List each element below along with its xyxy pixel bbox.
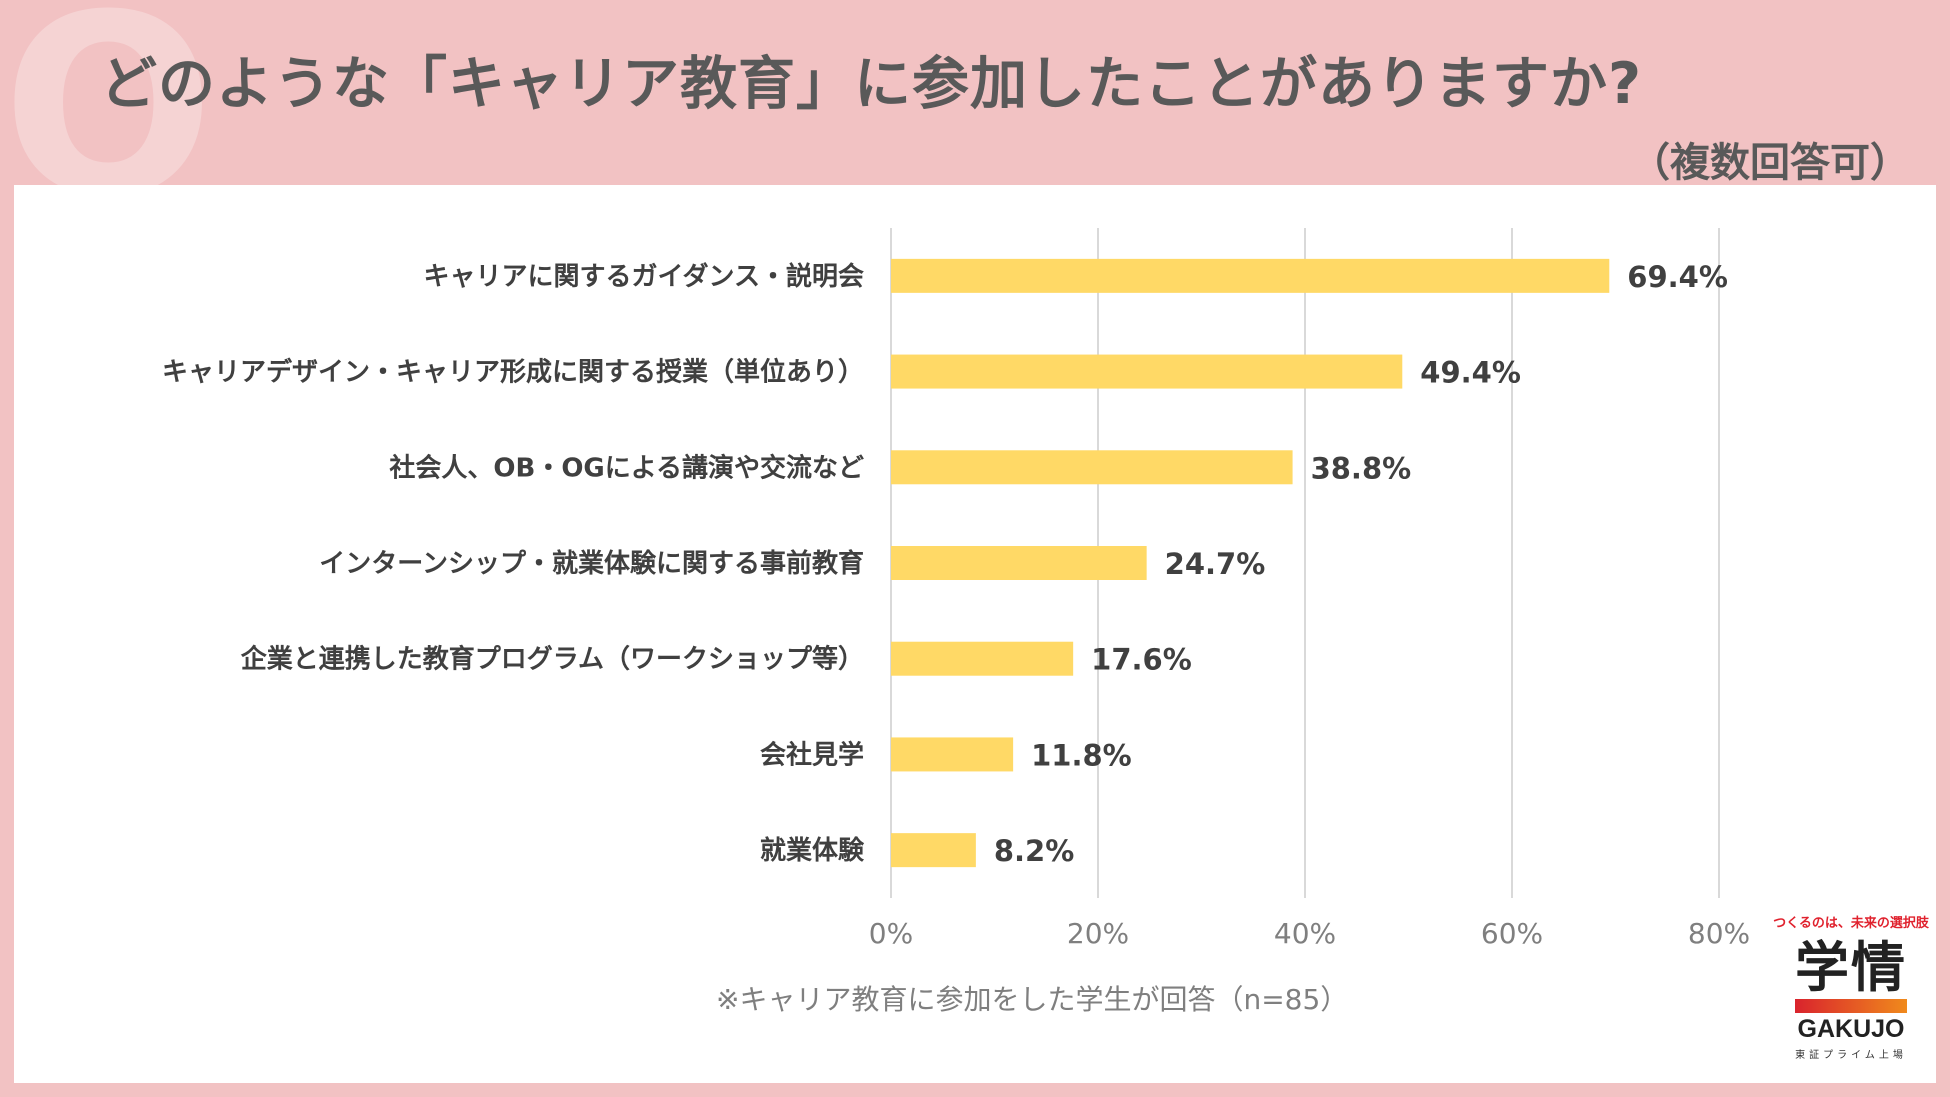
- category-label: 社会人、OB・OGによる講演や交流など: [389, 452, 864, 483]
- category-label: キャリアデザイン・キャリア形成に関する授業（単位あり）: [162, 357, 864, 388]
- bar-1: [891, 354, 1403, 389]
- category-label: キャリアに関するガイダンス・説明会: [424, 261, 864, 292]
- value-label: 24.7%: [1165, 547, 1266, 581]
- value-label: 8.2%: [994, 834, 1074, 868]
- logo-kanji: 学情: [1795, 936, 1907, 999]
- logo-bar: [1795, 999, 1907, 1014]
- bar-2: [891, 450, 1293, 485]
- value-label: 17.6%: [1091, 643, 1192, 677]
- logo-sub: 東証プライム上場: [1795, 1049, 1907, 1061]
- bar-5: [891, 737, 1014, 772]
- page-title: どのような「キャリア教育」に参加したことがありますか?: [100, 51, 1643, 117]
- bar-chart: 0% 20% 40% 60% 80% キャリアに関するガイダンス・説明会 69.4% キャリア…: [162, 228, 1750, 950]
- category-label: 会社見学: [760, 739, 864, 770]
- bar-6: [891, 833, 976, 868]
- gakujo-logo: つくるのは、未来の選択肢 学情 GAKUJO 東証プライム上場: [1766, 912, 1936, 1077]
- bar-4: [891, 641, 1074, 676]
- category-label: インターンシップ・就業体験に関する事前教育: [319, 548, 864, 579]
- bars: [891, 258, 1610, 868]
- bar-3: [891, 546, 1147, 580]
- value-label: 11.8%: [1031, 738, 1132, 772]
- category-label: 就業体験: [760, 836, 865, 866]
- x-tick-label: 80%: [1688, 917, 1750, 950]
- x-tick-label: 60%: [1481, 917, 1543, 950]
- labels: 0% 20% 40% 60% 80% キャリアに関するガイダンス・説明会 69.4% キャリア…: [162, 260, 1750, 950]
- x-tick-label: 20%: [1067, 917, 1129, 950]
- category-label: 企業と連携した教育プログラム（ワークショップ等）: [241, 644, 864, 675]
- chart-panel: 0% 20% 40% 60% 80% キャリアに関するガイダンス・説明会 69.4% キャリア…: [14, 185, 1936, 1083]
- x-tick-label: 0%: [869, 917, 913, 950]
- x-tick-label: 40%: [1274, 917, 1336, 950]
- value-label: 49.4%: [1420, 356, 1521, 390]
- footnote: ※キャリア教育に参加をした学生が回答（n=85）: [716, 983, 1349, 1016]
- value-label: 38.8%: [1311, 451, 1412, 485]
- value-label: 69.4%: [1627, 260, 1728, 294]
- bar-0: [891, 258, 1610, 293]
- logo-name: GAKUJO: [1797, 1015, 1905, 1044]
- page-subtitle: （複数回答可）: [1630, 140, 1910, 186]
- logo-tagline: つくるのは、未来の選択肢: [1773, 916, 1929, 931]
